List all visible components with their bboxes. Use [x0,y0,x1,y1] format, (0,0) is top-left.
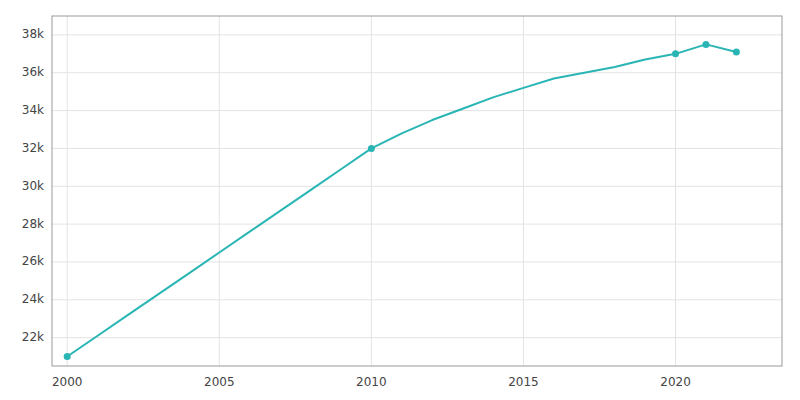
y-tick-label: 26k [22,254,44,268]
y-tick-label: 24k [22,292,44,306]
grid-line-x [219,16,220,366]
grid-line-x [675,16,676,366]
line [67,44,736,356]
y-tick-label: 30k [22,179,44,193]
grid-line-x [67,16,68,366]
grid-line-y [52,34,782,35]
grid-line-y [52,224,782,225]
grid-line-y [52,72,782,73]
axes: 22k 24k 26k 28k 30k 32k 34k 36k 38k 2000 2005 2010 2… [22,27,691,389]
x-tick-label: 2005 [204,375,235,389]
y-tick-label: 22k [22,330,44,344]
plot-frame [52,16,782,366]
y-tick-label: 36k [22,65,44,79]
grid-line-y [52,261,782,262]
y-tick-label: 34k [22,103,44,117]
grid-line-y [52,110,782,111]
grid-line-y [52,148,782,149]
point [672,50,679,57]
y-tick-label: 38k [22,27,44,41]
point [702,41,709,48]
point [368,145,375,152]
chart-svg: 22k 24k 26k 28k 30k 32k 34k 36k 38k 2000 2005 2010 2… [0,0,800,400]
x-tick-label: 2000 [52,375,83,389]
grid-line-y [52,299,782,300]
y-tick-label: 32k [22,141,44,155]
y-tick-label: 28k [22,217,44,231]
chart-container: 22k 24k 26k 28k 30k 32k 34k 36k 38k 2000 2005 2010 2… [0,0,800,400]
x-tick-label: 2020 [660,375,691,389]
grid-line-x [371,16,372,366]
point [64,353,71,360]
grid [52,16,782,366]
grid-line-y [52,337,782,338]
x-tick-label: 2015 [508,375,539,389]
point [733,48,740,55]
grid-line-y [52,186,782,187]
x-tick-label: 2010 [356,375,387,389]
grid-line-x [523,16,524,366]
data-layer [64,41,740,360]
